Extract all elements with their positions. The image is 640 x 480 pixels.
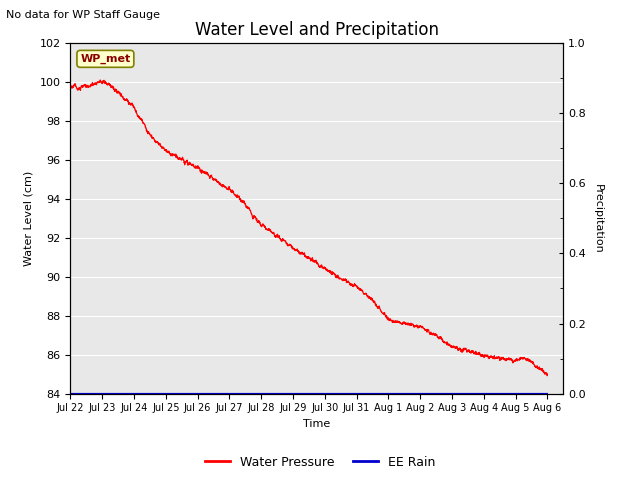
EE Rain xyxy=(530,391,538,396)
EE Rain xyxy=(91,391,99,396)
Line: Water Pressure: Water Pressure xyxy=(70,80,547,375)
Water Pressure xyxy=(530,361,538,367)
Legend: Water Pressure, EE Rain: Water Pressure, EE Rain xyxy=(200,451,440,474)
Text: No data for WP Staff Gauge: No data for WP Staff Gauge xyxy=(6,10,161,20)
Water Pressure xyxy=(299,250,307,256)
EE Rain xyxy=(529,391,537,396)
EE Rain xyxy=(442,391,450,396)
Water Pressure xyxy=(67,85,74,91)
X-axis label: Time: Time xyxy=(303,419,330,429)
Y-axis label: Precipitation: Precipitation xyxy=(593,183,602,253)
EE Rain xyxy=(67,391,74,396)
Water Pressure xyxy=(91,81,99,86)
Text: WP_met: WP_met xyxy=(80,54,131,64)
Title: Water Level and Precipitation: Water Level and Precipitation xyxy=(195,21,439,39)
Water Pressure xyxy=(543,372,551,378)
Water Pressure xyxy=(286,241,294,247)
Water Pressure xyxy=(530,360,538,366)
Y-axis label: Water Level (cm): Water Level (cm) xyxy=(24,171,34,266)
EE Rain xyxy=(298,391,306,396)
Water Pressure xyxy=(97,77,104,83)
EE Rain xyxy=(543,391,551,396)
Water Pressure xyxy=(442,339,450,345)
EE Rain xyxy=(286,391,294,396)
